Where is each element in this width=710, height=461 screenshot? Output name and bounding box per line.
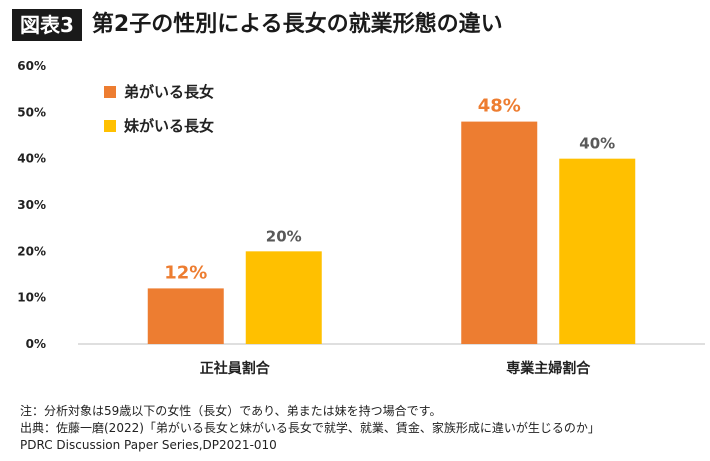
figure-header: 図表3 第2子の性別による長女の就業形態の違い xyxy=(12,8,503,42)
y-tick-label: 20% xyxy=(17,244,46,258)
x-tick-label: 正社員割合 xyxy=(200,360,271,377)
y-tick-label: 60% xyxy=(17,59,46,73)
data-label: 48% xyxy=(478,96,521,117)
y-tick-label: 30% xyxy=(17,198,46,212)
footnote-source: 出典：佐藤一磨(2022)「弟がいる長女と妹がいる長女で就学、就業、賃金、家族形… xyxy=(20,421,600,435)
legend-swatch xyxy=(104,86,116,98)
bar xyxy=(245,251,322,344)
y-tick-label: 0% xyxy=(26,337,46,351)
legend-swatch xyxy=(104,120,116,132)
figure-badge: 図表3 xyxy=(12,9,82,41)
y-tick-label: 40% xyxy=(17,152,46,166)
y-tick-label: 50% xyxy=(17,105,46,119)
y-tick-label: 10% xyxy=(17,291,46,305)
legend-label: 妹がいる長女 xyxy=(123,117,214,135)
data-label: 20% xyxy=(266,227,302,245)
legend-label: 弟がいる長女 xyxy=(124,83,214,101)
footnote-series: PDRC Discussion Paper Series,DP2021-010 xyxy=(20,438,277,452)
bar xyxy=(559,158,636,344)
footnotes: 注：分析対象は59歳以下の女性（長女）であり、弟または妹を持つ場合です。 出典：… xyxy=(20,403,600,454)
x-tick-label: 専業主婦割合 xyxy=(506,360,591,377)
chart-title: 第2子の性別による長女の就業形態の違い xyxy=(91,12,503,37)
footnote-note: 注：分析対象は59歳以下の女性（長女）であり、弟または妹を持つ場合です。 xyxy=(20,404,442,418)
data-label: 12% xyxy=(164,262,207,283)
bar xyxy=(461,121,538,344)
data-label: 40% xyxy=(579,135,615,153)
bar xyxy=(147,288,224,344)
